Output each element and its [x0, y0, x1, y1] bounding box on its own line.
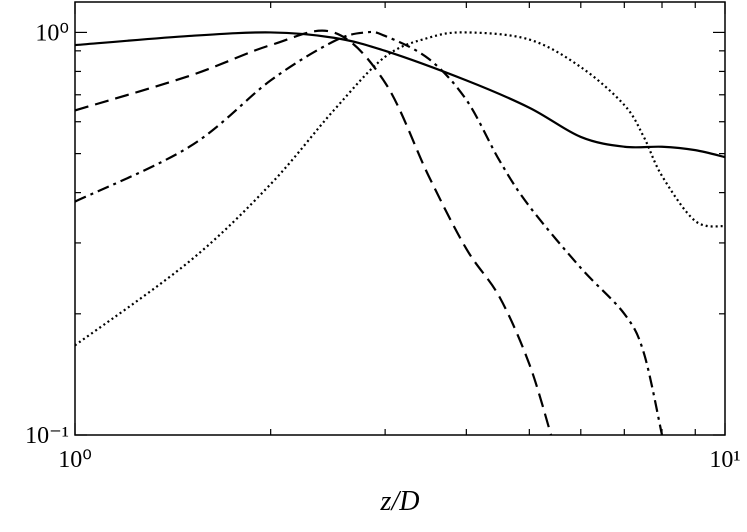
plot-frame: [74, 1, 726, 436]
y-tick-label: 10⁰: [35, 20, 69, 46]
series-line: [75, 31, 725, 347]
y-tick-label: 10⁻¹: [25, 423, 69, 449]
series-line: [75, 31, 725, 159]
x-axis-label: z/D: [380, 486, 420, 517]
x-tick-label: 10¹: [709, 447, 740, 473]
x-tick-label: 10⁰: [58, 447, 92, 473]
series-line: [75, 30, 664, 435]
series-line: [75, 29, 553, 435]
